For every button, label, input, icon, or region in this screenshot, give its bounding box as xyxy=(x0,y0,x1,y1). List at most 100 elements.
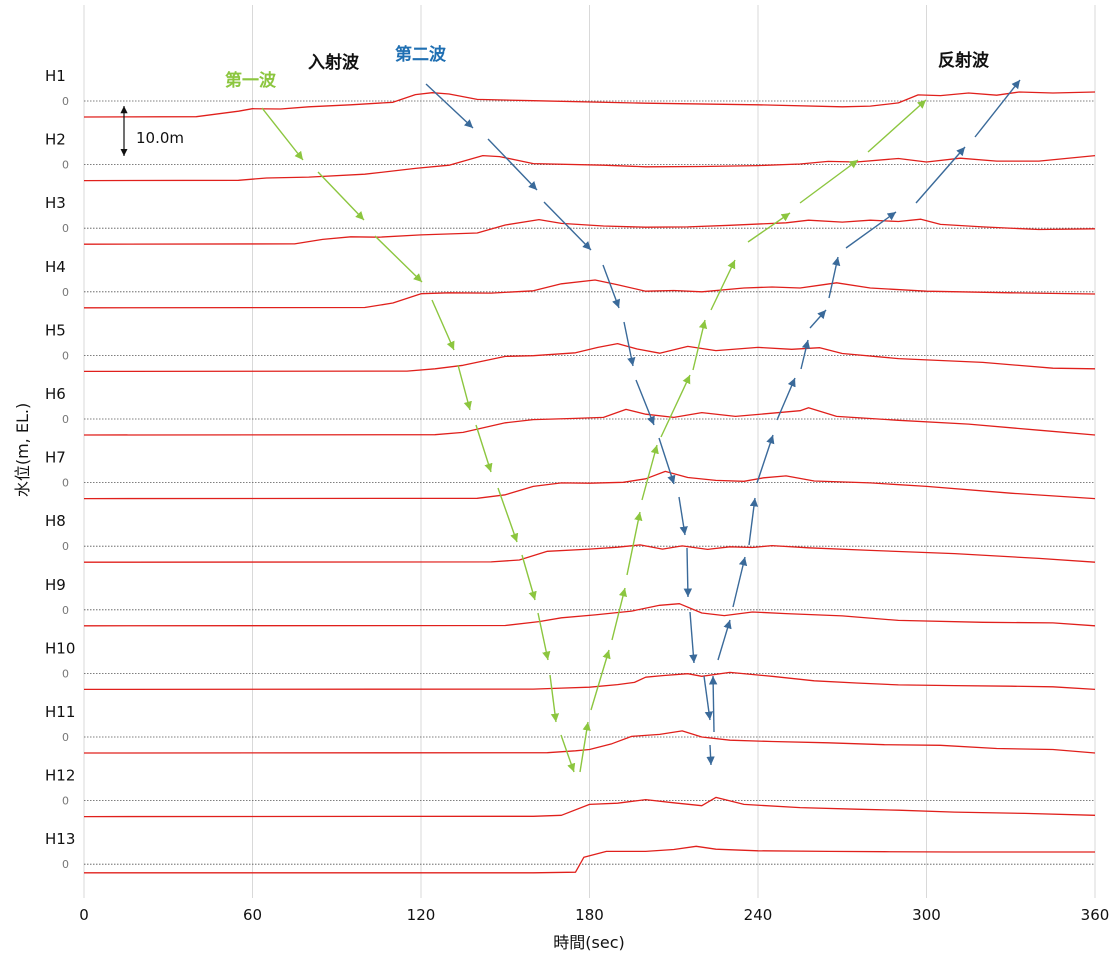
x-tick-label: 360 xyxy=(1081,906,1110,924)
arrow-layer xyxy=(120,79,1021,773)
second-wave-arrow xyxy=(732,556,748,608)
gauge-label-h11: H11 xyxy=(45,703,75,721)
series-line-h9 xyxy=(83,603,1096,627)
second-wave-arrow xyxy=(635,379,655,426)
zero-label: 0 xyxy=(62,795,69,808)
zero-label: 0 xyxy=(62,858,69,871)
gauge-label-h6: H6 xyxy=(45,385,66,403)
grid-layer xyxy=(83,5,1096,898)
first-wave-arrow xyxy=(374,235,423,283)
second-wave-arrow xyxy=(717,619,732,661)
x-tick-label: 240 xyxy=(744,906,773,924)
gauge-label-h9: H9 xyxy=(45,576,66,594)
second-wave-arrow xyxy=(602,264,621,309)
zero-label: 0 xyxy=(62,667,69,680)
second-wave-arrow xyxy=(974,79,1021,138)
zero-label: 0 xyxy=(62,604,69,617)
gauge-label-h3: H3 xyxy=(45,194,66,212)
series-line-h4 xyxy=(83,279,1096,309)
second-wave-arrow xyxy=(756,434,775,484)
first-wave-arrow xyxy=(611,587,628,641)
second-wave-arrow xyxy=(487,138,538,191)
first-wave-arrow xyxy=(457,364,472,411)
zero-label: 0 xyxy=(62,286,69,299)
series-line-h11 xyxy=(83,730,1096,754)
second-wave-arrow xyxy=(915,146,966,204)
first-wave-arrow xyxy=(549,674,560,723)
gauge-label-h2: H2 xyxy=(45,131,66,149)
x-tick-label: 300 xyxy=(912,906,941,924)
second-wave-arrow xyxy=(828,256,841,299)
annotation-3: 反射波 xyxy=(938,50,990,71)
x-tick-label: 60 xyxy=(243,906,262,924)
series-line-h8 xyxy=(83,544,1096,563)
first-wave-arrow xyxy=(867,99,927,153)
second-wave-arrow xyxy=(543,201,592,251)
second-wave-arrow xyxy=(425,83,474,129)
first-wave-arrow xyxy=(261,107,304,161)
series-line-h13 xyxy=(84,845,1095,874)
zero-label: 0 xyxy=(62,731,69,744)
x-tick-label: 180 xyxy=(575,906,604,924)
x-tick-label: 120 xyxy=(407,906,436,924)
gauge-label-h13: H13 xyxy=(45,830,75,848)
x-tick-label: 0 xyxy=(79,906,89,924)
series-line-h6 xyxy=(83,407,1096,436)
second-wave-arrow xyxy=(748,497,759,546)
scale-label: 10.0m xyxy=(136,129,184,147)
text-layer: 0 60 120 180 240 300 3600H10H20H30H40H50H60H70… xyxy=(13,44,1109,952)
first-wave-arrow xyxy=(747,212,791,243)
second-wave-arrow xyxy=(708,675,718,733)
x-axis-title: 時間(sec) xyxy=(553,933,624,952)
annotation-2: 第二波 xyxy=(395,44,447,65)
second-wave-arrow xyxy=(809,309,827,329)
zero-label: 0 xyxy=(62,95,69,108)
first-wave-arrow xyxy=(475,424,493,473)
series-line-h2 xyxy=(83,154,1096,182)
first-wave-arrow xyxy=(521,554,537,601)
first-wave-arrow xyxy=(431,299,455,351)
second-wave-arrow xyxy=(658,437,676,485)
series-line-h5 xyxy=(83,342,1096,373)
first-wave-arrow xyxy=(317,171,365,221)
second-wave-arrow xyxy=(623,321,636,367)
annotation-1: 入射波 xyxy=(308,52,360,73)
zero-label: 0 xyxy=(62,540,69,553)
first-wave-arrow xyxy=(799,159,859,204)
gauge-label-h8: H8 xyxy=(45,512,66,530)
series-line-h10 xyxy=(83,671,1096,691)
series-line-h1 xyxy=(83,91,1096,118)
first-wave-arrow xyxy=(537,612,551,661)
second-wave-arrow xyxy=(678,496,688,536)
gauge-label-h4: H4 xyxy=(45,258,66,276)
gauge-label-h1: H1 xyxy=(45,67,66,85)
first-wave-arrow xyxy=(497,487,519,543)
annotation-0: 第一波 xyxy=(225,70,277,91)
second-wave-arrow xyxy=(689,611,698,664)
zero-label: 0 xyxy=(62,222,69,235)
first-wave-arrow xyxy=(560,734,576,773)
gauge-label-h10: H10 xyxy=(45,639,75,657)
series-layer xyxy=(83,91,1096,874)
gauge-label-h5: H5 xyxy=(45,321,66,339)
second-wave-arrow xyxy=(776,377,796,421)
second-wave-arrow xyxy=(800,339,811,370)
second-wave-arrow xyxy=(845,211,897,249)
second-wave-arrow xyxy=(703,675,714,721)
zero-label: 0 xyxy=(62,159,69,172)
zero-label: 0 xyxy=(62,477,69,490)
second-wave-arrow xyxy=(683,547,693,598)
series-line-h7 xyxy=(83,470,1096,500)
first-wave-arrow xyxy=(626,511,643,576)
second-wave-arrow xyxy=(706,744,715,766)
y-axis-title: 水位(m, EL.) xyxy=(13,403,32,497)
first-wave-arrow xyxy=(641,444,659,501)
first-wave-arrow xyxy=(579,721,591,773)
series-line-h12 xyxy=(83,796,1096,818)
series-line-h3 xyxy=(83,218,1096,245)
zero-label: 0 xyxy=(62,413,69,426)
first-wave-arrow xyxy=(692,319,708,371)
gauge-label-h7: H7 xyxy=(45,449,66,467)
